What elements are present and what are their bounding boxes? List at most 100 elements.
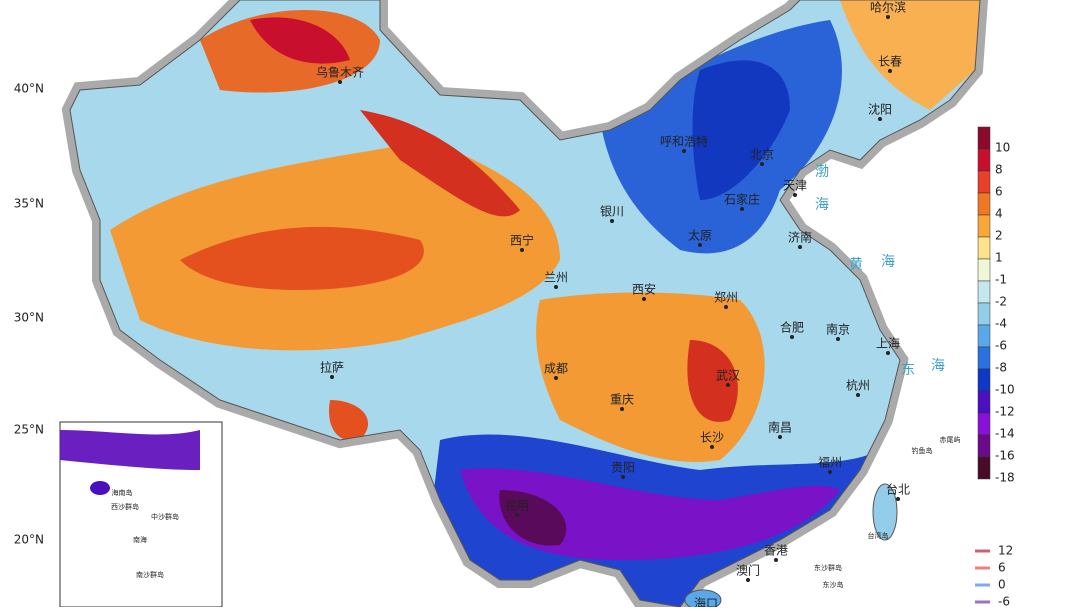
colorbar-swatch xyxy=(977,258,991,282)
city-marker xyxy=(878,117,882,121)
colorbar-label: -10 xyxy=(995,383,1015,397)
colorbar-label: -16 xyxy=(995,449,1015,463)
inset-label: 南海 xyxy=(133,535,147,544)
city-marker xyxy=(682,149,686,153)
city-label: 呼和浩特 xyxy=(660,134,708,149)
city-marker xyxy=(710,445,714,449)
city-label: 济南 xyxy=(788,230,812,245)
city-marker xyxy=(886,15,890,19)
city-marker xyxy=(726,383,730,387)
city-label: 成都 xyxy=(544,362,568,376)
city-marker xyxy=(621,475,625,479)
colorbar-label: -6 xyxy=(995,339,1007,353)
city-marker xyxy=(856,393,860,397)
city-label: 北京 xyxy=(750,148,774,162)
city-label: 长春 xyxy=(878,55,902,69)
city-marker xyxy=(520,248,524,252)
city-label: 天津 xyxy=(783,179,807,193)
city-label: 乌鲁木齐 xyxy=(316,65,364,80)
colorbar-label: 6 xyxy=(995,185,1003,199)
city-marker xyxy=(886,351,890,355)
city-label: 台北 xyxy=(886,482,910,497)
city-label: 杭州 xyxy=(846,378,870,393)
city-label: 哈尔滨 xyxy=(870,0,906,15)
city-marker xyxy=(698,243,702,247)
colorbar-swatch xyxy=(977,302,991,326)
city-label: 合肥 xyxy=(780,320,804,335)
island-label: 东沙岛 xyxy=(823,580,844,589)
latitude-label: 30°N xyxy=(14,311,44,325)
city-marker xyxy=(774,558,778,562)
city-marker xyxy=(888,69,892,73)
colorbar-swatch xyxy=(977,236,991,260)
colorbar-swatch xyxy=(977,456,991,480)
latitude-label: 35°N xyxy=(14,197,44,211)
city-label: 武汉 xyxy=(716,369,740,383)
colorbar-label: -1 xyxy=(995,273,1007,287)
colorbar-label: 4 xyxy=(995,207,1003,221)
city-label: 上海 xyxy=(876,336,900,351)
island-label: 赤尾屿 xyxy=(940,435,961,444)
city-marker xyxy=(740,207,744,211)
sea-label: 海 xyxy=(881,254,895,270)
city-label: 石家庄 xyxy=(724,192,760,207)
sea-label: 东 xyxy=(901,362,915,378)
colorbar-swatch xyxy=(977,280,991,304)
city-marker xyxy=(610,219,614,223)
city-label: 长沙 xyxy=(700,431,724,445)
city-marker xyxy=(515,513,519,517)
colorbar-swatch xyxy=(977,434,991,458)
city-marker xyxy=(746,578,750,582)
inset-label: 中沙群岛 xyxy=(151,512,179,521)
colorbar-label: -8 xyxy=(995,361,1007,375)
colorbar-swatch xyxy=(977,324,991,348)
city-marker xyxy=(828,470,832,474)
inset-label: 西沙群岛 xyxy=(111,502,139,511)
colorbar-swatch xyxy=(977,214,991,238)
city-marker xyxy=(554,376,558,380)
city-label: 沈阳 xyxy=(868,102,892,117)
colorbar-label: 10 xyxy=(995,141,1010,155)
colorbar-swatch xyxy=(977,412,991,436)
colorbar-swatch xyxy=(977,346,991,370)
colorbar-label: -12 xyxy=(995,405,1015,419)
city-label: 西宁 xyxy=(510,233,534,248)
city-marker xyxy=(896,497,900,501)
taiwan-island xyxy=(872,483,898,541)
city-label: 南京 xyxy=(826,322,850,337)
inset-hainan xyxy=(90,481,110,495)
city-label: 南昌 xyxy=(768,420,792,435)
colorbar-label: -2 xyxy=(995,295,1007,309)
colorbar-label: 1 xyxy=(995,251,1003,265)
city-label: 拉萨 xyxy=(320,360,344,375)
city-label: 兰州 xyxy=(544,271,568,285)
city-label: 贵阳 xyxy=(611,461,635,475)
inset-map xyxy=(59,421,223,608)
city-label: 澳门 xyxy=(736,563,760,578)
inset-coast xyxy=(60,430,200,470)
city-marker xyxy=(790,335,794,339)
colorbar-swatch xyxy=(977,368,991,392)
colorbar-label: -18 xyxy=(995,471,1015,485)
city-marker xyxy=(330,375,334,379)
city-label: 西安 xyxy=(632,282,656,297)
city-label: 太原 xyxy=(688,228,712,243)
latitude-label: 40°N xyxy=(14,82,44,96)
colorbar-swatch xyxy=(977,170,991,194)
city-label: 郑州 xyxy=(714,290,738,305)
latitude-label: 25°N xyxy=(14,423,44,437)
city-marker xyxy=(338,80,342,84)
city-label: 重庆 xyxy=(610,393,634,407)
city-marker xyxy=(760,162,764,166)
city-label: 银川 xyxy=(600,205,624,219)
sea-label: 渤 xyxy=(815,164,829,180)
country-border xyxy=(69,0,981,608)
contour-label: 6 xyxy=(998,561,1006,575)
island-label: 钓鱼岛 xyxy=(912,446,933,455)
inset-label: 海南岛 xyxy=(112,488,133,497)
colorbar-label: 8 xyxy=(995,163,1003,177)
colorbar-label: -4 xyxy=(995,317,1007,331)
contour-label: -6 xyxy=(998,595,1010,608)
city-label: 福州 xyxy=(818,455,842,470)
